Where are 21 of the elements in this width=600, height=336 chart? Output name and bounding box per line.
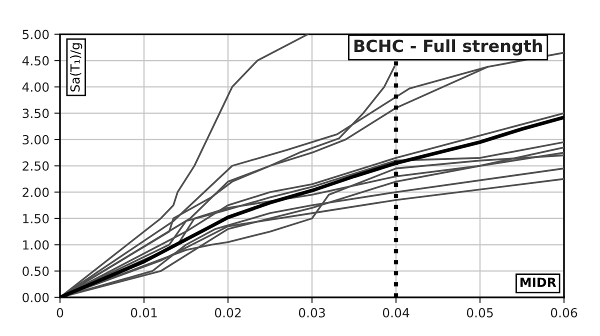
y-tick-label: 0.50 xyxy=(22,266,49,276)
y-tick-label: 1.50 xyxy=(23,214,49,224)
x-tick-label: 0 xyxy=(56,308,64,318)
x-tick-label: 0.05 xyxy=(466,308,493,318)
y-axis-title: Sa(T₁)/g xyxy=(70,43,82,92)
x-tick-label: 0.03 xyxy=(298,308,325,318)
y-tick-label: 4.50 xyxy=(22,56,49,66)
x-tick-label: 0.02 xyxy=(214,308,241,318)
x-axis-title: MIDR xyxy=(520,278,556,287)
y-tick-label: 4.00 xyxy=(22,82,49,92)
annotation: BCHC - Full strength xyxy=(354,39,542,56)
x-tick-label: 0.06 xyxy=(550,308,578,318)
y-tick-label: 3.00 xyxy=(22,134,49,144)
y-tick-label: 5.00 xyxy=(22,30,49,40)
y-tick-label: 2.00 xyxy=(22,188,49,198)
y-tick-label: 3.50 xyxy=(22,108,49,118)
x-tick-label: 0.01 xyxy=(130,308,157,318)
y-tick-label: 2.50 xyxy=(22,161,49,171)
x-tick-label: 0.04 xyxy=(382,308,410,318)
y-tick-label: 0.00 xyxy=(22,292,49,302)
y-tick-label: 1.00 xyxy=(23,240,49,250)
